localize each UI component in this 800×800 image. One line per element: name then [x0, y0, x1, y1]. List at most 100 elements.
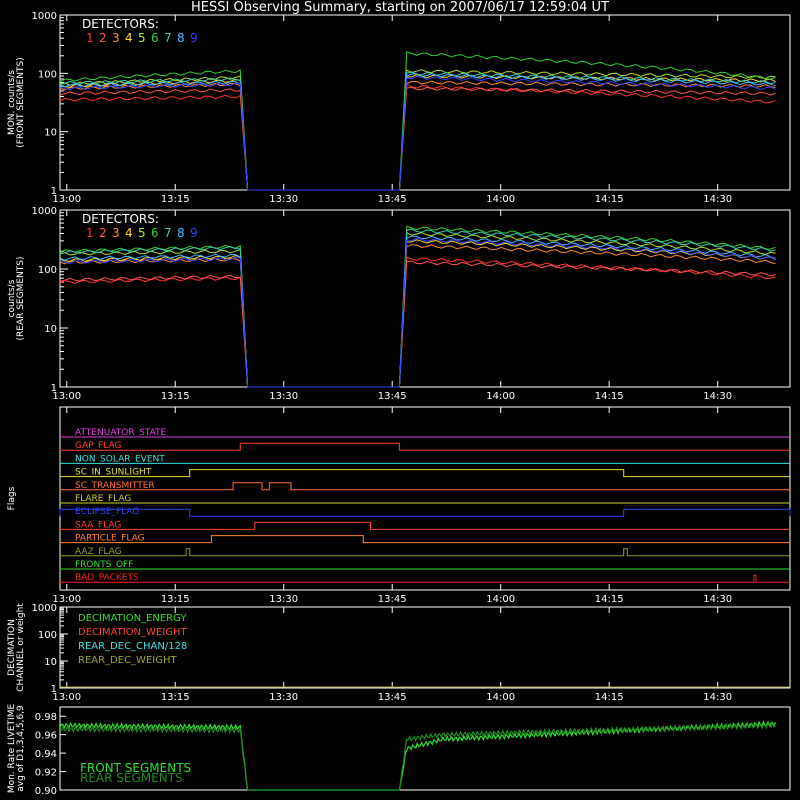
- legend-item-detector-9: 9: [190, 226, 198, 240]
- flag-label: FRONTS_OFF: [75, 560, 133, 570]
- legend-title: DETECTORS:: [82, 17, 159, 31]
- legend-item-detector-2: 2: [99, 226, 107, 240]
- y-tick-label: 1000: [32, 206, 57, 217]
- x-tick-label: 14:00: [486, 594, 515, 605]
- livetime-series-line: [59, 720, 777, 791]
- series-line-detector-5: [59, 69, 776, 191]
- series-line-detector-3: [59, 80, 776, 191]
- flag-line: [60, 548, 790, 557]
- x-tick-label: 13:15: [161, 391, 190, 402]
- flag-label: FLARE_FLAG: [75, 494, 131, 504]
- x-tick-label: 13:45: [378, 391, 407, 402]
- livetime-legend-item: FRONT SEGMENTS: [80, 761, 191, 775]
- series-line-detector-2: [59, 260, 776, 388]
- x-tick-label: 14:15: [595, 692, 624, 703]
- x-tick-label: 14:30: [703, 692, 732, 703]
- y-tick-label: 100: [38, 265, 57, 276]
- x-tick-label: 13:00: [52, 594, 81, 605]
- legend-item-detector-7: 7: [164, 226, 172, 240]
- x-tick-label: 13:00: [52, 194, 81, 205]
- panel-2-frame: [59, 209, 791, 388]
- flag-line: [60, 521, 790, 530]
- x-tick-label: 14:30: [703, 391, 732, 402]
- panel-3-frame: [59, 406, 791, 591]
- x-tick-label: 13:45: [378, 692, 407, 703]
- y-tick-label: 10: [44, 657, 57, 668]
- panel-1-frame: [59, 14, 791, 191]
- livetime-legend-item: REAR SEGMENTS: [80, 771, 183, 785]
- x-tick-label: 13:30: [269, 594, 298, 605]
- series-line-detector-8: [59, 73, 776, 191]
- panel-4-frame: [59, 606, 791, 689]
- flag-label: SAA_FLAG: [75, 520, 121, 530]
- flag-label: AAZ_FLAG: [75, 547, 122, 557]
- flag-label: PARTICLE_FLAG: [75, 534, 145, 544]
- flag-label: ECLIPSE_FLAG: [75, 507, 139, 517]
- legend-item-detector-8: 8: [177, 31, 185, 45]
- x-tick-label: 14:30: [703, 194, 732, 205]
- flag-label: GAP_FLAG: [75, 441, 121, 451]
- flag-label: SC_IN_SUNLIGHT: [75, 468, 152, 478]
- series-line-detector-1: [59, 84, 776, 191]
- x-tick-label: 14:30: [703, 594, 732, 605]
- series-line-detector-4: [59, 239, 776, 388]
- y-tick-label: 0.94: [35, 749, 57, 760]
- x-tick-label: 14:15: [595, 391, 624, 402]
- x-tick-label: 13:15: [161, 692, 190, 703]
- series-line-detector-9: [59, 237, 776, 388]
- y-axis-label: Flags: [7, 486, 17, 510]
- series-line-detector-3: [59, 244, 776, 388]
- y-tick-label: 0.96: [35, 731, 57, 742]
- x-tick-label: 13:00: [52, 391, 81, 402]
- y-tick-label: 0.90: [35, 786, 57, 797]
- decimation-legend-item: DECIMATION_ENERGY: [78, 613, 187, 624]
- y-axis-label: Mon. Rate LIVETIME: [7, 704, 17, 794]
- y-axis-label: (REAR SEGMENTS): [16, 256, 26, 340]
- flag-line: [60, 574, 790, 583]
- x-tick-label: 13:15: [161, 594, 190, 605]
- decimation-legend-item: REAR_DEC_CHAN/128: [78, 641, 187, 652]
- legend-item-detector-8: 8: [177, 226, 185, 240]
- x-tick-label: 14:15: [595, 194, 624, 205]
- livetime-series-line: [59, 721, 776, 791]
- series-line-detector-8: [59, 235, 776, 388]
- x-tick-label: 13:30: [269, 692, 298, 703]
- x-tick-label: 14:00: [486, 194, 515, 205]
- x-tick-label: 13:30: [269, 194, 298, 205]
- legend-item-detector-6: 6: [151, 31, 159, 45]
- flag-line: [60, 442, 790, 451]
- series-line-detector-5: [59, 231, 776, 388]
- y-tick-label: 100: [38, 69, 57, 80]
- flag-line: [60, 469, 790, 478]
- legend-item-detector-3: 3: [112, 226, 120, 240]
- flag-line: [60, 535, 790, 544]
- y-tick-label: 1: [51, 186, 57, 197]
- legend-item-detector-4: 4: [125, 226, 133, 240]
- legend-item-detector-1: 1: [86, 226, 94, 240]
- y-tick-label: 1000: [32, 11, 57, 22]
- series-line-detector-1: [59, 256, 776, 388]
- x-tick-label: 13:00: [52, 692, 81, 703]
- legend-item-detector-9: 9: [190, 31, 198, 45]
- y-axis-label: DECIMATION: [7, 619, 17, 676]
- y-tick-label: 0.92: [35, 768, 57, 779]
- decimation-legend-item: DECIMATION_WEIGHT: [78, 627, 187, 638]
- series-line-detector-2: [59, 86, 776, 191]
- flag-label: BAD_PACKETS: [75, 573, 139, 583]
- legend-item-detector-5: 5: [138, 31, 146, 45]
- legend-item-detector-5: 5: [138, 226, 146, 240]
- legend-item-detector-3: 3: [112, 31, 120, 45]
- flag-line: [59, 508, 791, 517]
- x-tick-label: 14:00: [486, 391, 515, 402]
- x-tick-label: 14:15: [595, 594, 624, 605]
- page-title: HESSI Observing Summary, starting on 200…: [191, 0, 609, 15]
- y-tick-label: 1: [51, 383, 57, 394]
- flag-label: SC_TRANSMITTER: [75, 481, 155, 491]
- y-axis-label: counts/s: [7, 279, 17, 317]
- legend-item-detector-2: 2: [99, 31, 107, 45]
- y-tick-label: 1000: [32, 603, 57, 614]
- x-tick-label: 14:00: [486, 692, 515, 703]
- series-line-detector-9: [59, 75, 776, 191]
- y-tick-label: 100: [38, 630, 57, 641]
